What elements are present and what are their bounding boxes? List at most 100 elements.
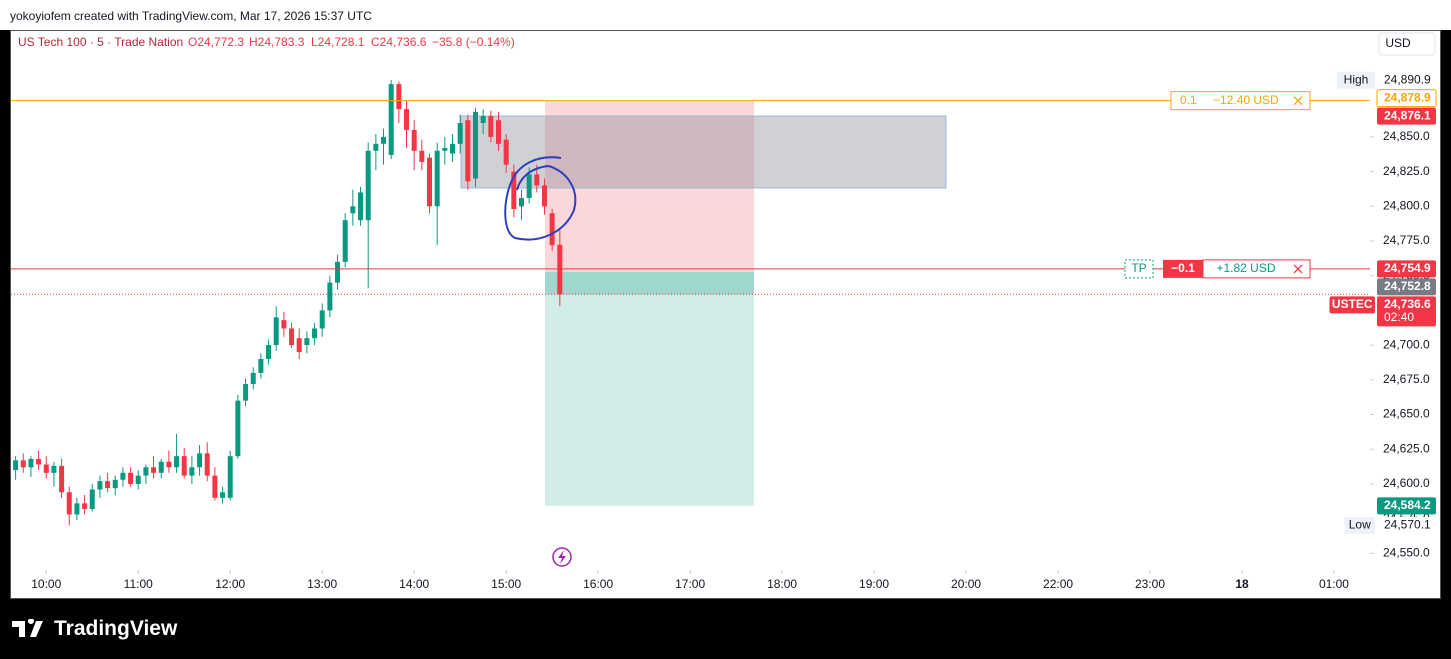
price-label-box xyxy=(1377,296,1436,327)
y-tick-label: 24,650.0 xyxy=(1383,407,1430,421)
x-tick-label: 18:00 xyxy=(767,577,797,591)
y-tick-label: 24,775.0 xyxy=(1383,233,1430,247)
candle-body xyxy=(281,320,287,329)
x-tick-label: 18 xyxy=(1235,577,1249,591)
candle-body xyxy=(541,185,547,207)
candle-body xyxy=(503,139,509,165)
candle-body xyxy=(235,400,241,457)
y-tick-label: 24,600.0 xyxy=(1383,476,1430,490)
candle-body xyxy=(350,206,356,214)
price-label: 24,890.9 xyxy=(1384,72,1431,86)
candle-body xyxy=(549,213,555,246)
candle-body xyxy=(495,120,501,144)
x-tick-label: 11:00 xyxy=(124,577,153,591)
candle-body xyxy=(143,467,149,476)
candle-body xyxy=(396,84,402,110)
chart: USD US Tech 100 · 5 · Trade Nation O24,7… xyxy=(10,30,1441,599)
candle-body xyxy=(465,120,471,182)
open-pnl-zone xyxy=(545,271,754,295)
x-tick-label: 13:00 xyxy=(307,577,337,591)
candle-body xyxy=(181,456,187,476)
price-label: 24,570.1 xyxy=(1384,518,1431,532)
target-zone xyxy=(545,271,754,506)
candle-body xyxy=(534,174,540,186)
candle-body xyxy=(404,109,410,130)
candle-body xyxy=(304,338,310,346)
alert-icon[interactable] xyxy=(552,547,572,567)
hand-drawn-circle xyxy=(504,156,577,241)
price-label: 24,736.6 xyxy=(1384,297,1431,311)
legend-close: C24,736.6 xyxy=(371,35,427,49)
price-tag: High xyxy=(1344,72,1369,86)
x-tick-label: 23:00 xyxy=(1135,577,1165,591)
candle-body xyxy=(158,461,164,473)
price-label: 24,752.8 xyxy=(1384,279,1431,293)
price-tag-box xyxy=(1329,296,1375,314)
candle-body xyxy=(250,372,256,384)
x-tick-label: 12:00 xyxy=(215,577,245,591)
brand: TradingView xyxy=(54,617,178,640)
order-kind: TP xyxy=(1131,261,1146,275)
price-label-box xyxy=(1377,107,1436,125)
order-qty: −0.1 xyxy=(1171,261,1195,275)
candle-body xyxy=(43,464,49,473)
rectangle-drawing xyxy=(460,115,947,189)
candle-body xyxy=(518,197,524,207)
legend: US Tech 100 · 5 · Trade Nation O24,772.3… xyxy=(18,35,515,49)
stop-zone xyxy=(545,100,754,272)
price-tag: USTEC xyxy=(1332,297,1373,311)
y-tick-label: 24,825.0 xyxy=(1383,164,1430,178)
candle-body xyxy=(36,458,42,465)
candle-body xyxy=(526,174,532,198)
price-label-box xyxy=(1377,497,1436,515)
order-pnl: +1.82 USD xyxy=(1216,261,1275,275)
order-qty-box[interactable] xyxy=(1163,259,1203,278)
legend-open: O24,772.3 xyxy=(188,35,244,49)
candle-body xyxy=(411,129,417,151)
price-tag-box xyxy=(1344,516,1375,534)
candle-body xyxy=(419,150,425,162)
currency-box[interactable] xyxy=(1378,32,1436,56)
header: yokoyiofem created with TradingView.com,… xyxy=(10,9,372,23)
price-label-timer: 02:40 xyxy=(1384,310,1414,324)
candle-body xyxy=(342,220,348,262)
candle-body xyxy=(289,328,295,346)
price-label-box xyxy=(1377,278,1436,296)
order-box[interactable] xyxy=(1170,91,1311,111)
price-tag-box xyxy=(1337,71,1375,89)
candle-body xyxy=(151,467,157,473)
candle-body xyxy=(112,479,118,489)
candle-body xyxy=(13,460,19,471)
currency: USD xyxy=(1385,36,1411,50)
candle-body xyxy=(204,453,210,476)
candle-body xyxy=(335,261,341,283)
order-close[interactable] xyxy=(1293,264,1303,274)
candle-body xyxy=(212,475,218,498)
candle-body xyxy=(174,456,180,468)
order-close[interactable] xyxy=(1293,96,1303,106)
price-label: 24,584.2 xyxy=(1384,498,1431,512)
candle-body xyxy=(166,461,172,468)
x-tick-label: 16:00 xyxy=(583,577,613,591)
candle-body xyxy=(319,310,325,329)
candle-body xyxy=(66,492,72,515)
candle-body xyxy=(28,458,34,468)
candle-body xyxy=(105,481,111,489)
price-tag: Low xyxy=(1349,518,1371,532)
candle-body xyxy=(296,338,302,353)
x-tick-label: 17:00 xyxy=(675,577,705,591)
order-qty: 0.1 xyxy=(1180,93,1197,107)
y-tick-label: 24,625.0 xyxy=(1383,441,1430,455)
order-pnl-box[interactable] xyxy=(1202,259,1311,279)
order-kind-box[interactable] xyxy=(1124,259,1154,279)
y-tick-label: 24,850.0 xyxy=(1383,129,1430,143)
price-label: 24,878.9 xyxy=(1384,90,1431,104)
candle-body xyxy=(97,481,103,490)
candle-body xyxy=(312,328,318,339)
header-bar: yokoyiofem created with TradingView.com,… xyxy=(0,0,1451,30)
footer: TradingView xyxy=(12,617,177,641)
y-tick-label: 24,550.0 xyxy=(1383,546,1430,560)
candle-body xyxy=(243,383,249,401)
candle-body xyxy=(189,467,195,476)
candle-body xyxy=(327,282,333,311)
